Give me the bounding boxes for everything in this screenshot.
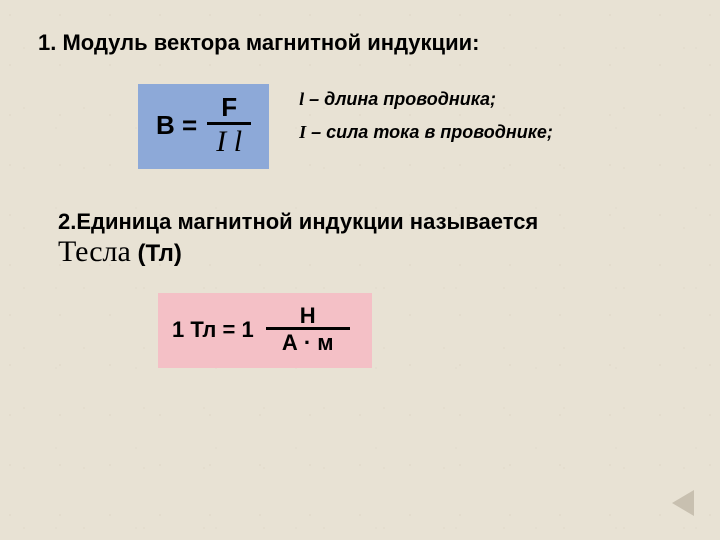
definition-length: l – длина проводника; xyxy=(299,88,553,111)
formula-box-magnetic-induction: В = F I l xyxy=(138,84,269,169)
formula-tesla-definition: 1 Тл = 1 Н А · м xyxy=(172,305,350,354)
formula2-numerator: Н xyxy=(300,305,316,327)
previous-slide-icon[interactable] xyxy=(672,490,694,516)
heading-1: 1. Модуль вектора магнитной индукции: xyxy=(38,30,682,56)
formula-b-equals-f-over-il: В = F I l xyxy=(156,94,251,157)
heading-1-prefix: 1. xyxy=(38,30,62,55)
def2-text: – сила тока в проводнике; xyxy=(306,122,553,142)
formula1-lhs: В = xyxy=(156,110,197,141)
formula2-fraction: Н А · м xyxy=(266,305,350,354)
formula1-denominator: I l xyxy=(208,125,250,157)
def1-text: – длина проводника; xyxy=(304,89,496,109)
tesla-word: Тесла xyxy=(58,235,131,268)
formula2-denominator: А · м xyxy=(282,330,334,354)
heading-1-text: Модуль вектора магнитной индукции: xyxy=(62,30,479,55)
tesla-abbr: (Тл) xyxy=(131,240,182,267)
heading-2-part1: Единица магнитной индукции называется xyxy=(76,209,538,234)
formula1-numerator: F xyxy=(207,94,251,122)
heading-2: 2.Единица магнитной индукции называется … xyxy=(58,209,682,269)
formula2-lhs: 1 Тл = 1 xyxy=(172,317,254,343)
definition-current: I – сила тока в проводнике; xyxy=(299,121,553,144)
formula-box-tesla-unit: 1 Тл = 1 Н А · м xyxy=(158,293,372,368)
heading-2-prefix: 2. xyxy=(58,209,76,234)
definitions: l – длина проводника; I – сила тока в пр… xyxy=(299,88,553,153)
formula1-fraction: F I l xyxy=(207,94,251,157)
formula-row-1: В = F I l l – длина проводника; I – сила… xyxy=(138,84,682,169)
